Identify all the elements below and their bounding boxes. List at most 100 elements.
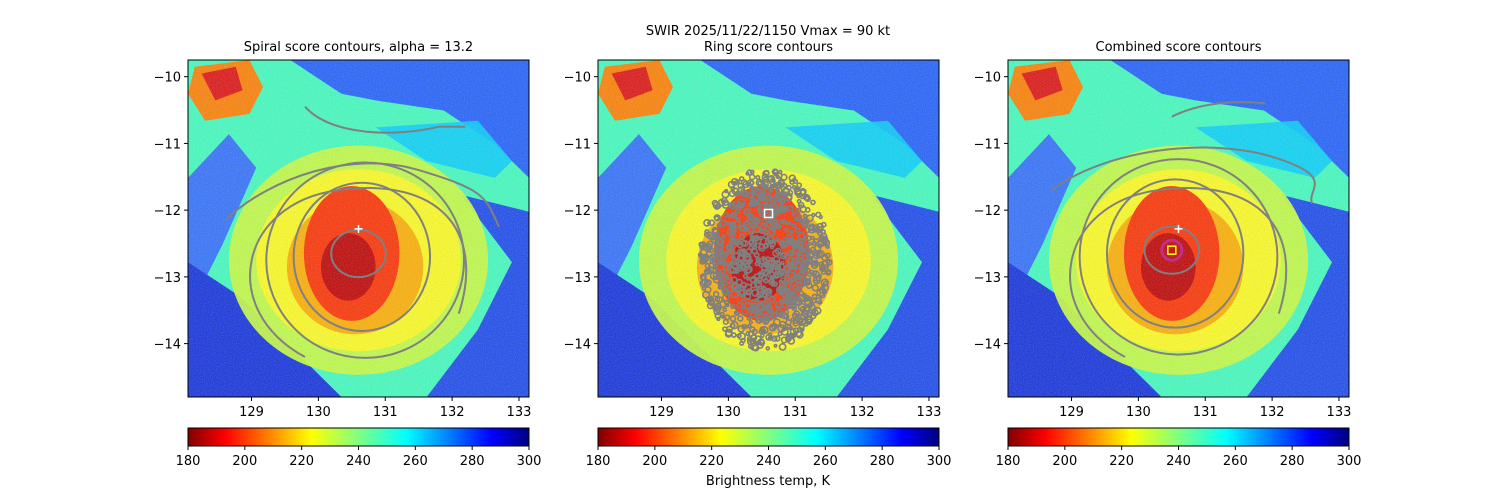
ring-score-speck — [729, 315, 737, 322]
ring-score-speck — [764, 262, 771, 269]
ring-score-speck — [804, 206, 811, 213]
ring-score-speck — [816, 288, 825, 298]
y-tick-label: −14 — [564, 338, 591, 353]
panel-1: Spiral score contours, alpha = 13.2 129 13… — [154, 40, 542, 469]
ring-score-speck — [786, 249, 794, 257]
ring-score-speck — [778, 320, 787, 329]
y-tick-label: −14 — [974, 338, 1001, 353]
ring-score-speck — [709, 233, 717, 241]
ring-score-speck — [698, 241, 705, 248]
ring-score-speck — [782, 187, 790, 195]
ring-score-speck — [797, 320, 803, 326]
best-ring-center-marker — [763, 208, 774, 219]
ring-score-speck — [727, 261, 733, 266]
x-tick-label: 133 — [1327, 405, 1352, 420]
ring-score-speck — [778, 342, 787, 351]
colorbar-tick-label: 200 — [232, 454, 257, 469]
ring-score-speck — [820, 221, 827, 228]
ring-score-speck — [815, 251, 823, 259]
ring-score-speck — [714, 296, 721, 303]
ring-score-speck — [774, 335, 781, 342]
ring-score-speck — [712, 228, 720, 236]
colorbar-tick-label: 300 — [517, 454, 542, 469]
ring-score-speck — [781, 252, 787, 258]
ring-score-speck — [747, 324, 752, 329]
ring-score-speck — [730, 276, 738, 284]
ring-score-speck — [749, 169, 755, 175]
y-tick-label: −11 — [154, 137, 181, 152]
ring-score-speck — [770, 335, 778, 342]
ring-score-speck — [709, 253, 717, 261]
ring-score-speck — [709, 271, 718, 280]
contour-level-4 — [249, 187, 468, 358]
ring-score-speck — [786, 221, 792, 226]
ring-score-speck — [767, 175, 776, 183]
ring-score-speck — [775, 308, 783, 316]
y-tick-label: −11 — [564, 137, 591, 152]
colorbar-tick-label: 180 — [586, 454, 611, 469]
ring-score-speck — [774, 264, 782, 271]
ring-score-speck — [758, 339, 766, 347]
ring-score-speck — [701, 290, 711, 300]
ring-score-speck — [715, 249, 724, 257]
ring-score-speck — [704, 229, 710, 235]
colorbar-tick-label: 240 — [756, 454, 781, 469]
ring-score-speck — [805, 235, 812, 242]
ring-score-speck — [804, 242, 810, 248]
ring-score-speck — [825, 244, 830, 249]
y-tick-label: −12 — [154, 204, 181, 219]
ring-score-speck — [766, 194, 773, 201]
ring-score-speck — [706, 302, 715, 310]
panel-2: Ring score contours 129 130 131 132 133 −10 −11… — [564, 40, 952, 469]
colorbar-tick-label: 260 — [403, 454, 428, 469]
y-tick-label: −12 — [974, 204, 1001, 219]
ring-score-speck — [713, 275, 719, 281]
ring-score-speck — [756, 340, 762, 346]
ring-score-speck — [729, 303, 736, 310]
ring-score-speck — [783, 264, 791, 272]
ring-score-speck — [708, 262, 715, 269]
ring-score-speck — [713, 241, 719, 246]
ring-score-speck — [721, 200, 730, 209]
ring-score-speck — [793, 216, 799, 222]
ring-score-speck — [794, 187, 802, 195]
ring-score-speck — [717, 279, 725, 288]
ring-score-speck — [800, 238, 806, 244]
contour-level-4 — [1069, 187, 1288, 358]
ring-score-speck — [775, 189, 781, 194]
ring-score-speck — [821, 260, 830, 269]
ring-score-speck — [767, 310, 774, 318]
panel-title: Spiral score contours, alpha = 13.2 — [244, 40, 473, 55]
ring-score-speck — [729, 322, 736, 329]
ring-score-speck — [748, 173, 756, 181]
ring-score-speck — [748, 320, 753, 325]
ring-score-speck — [743, 220, 750, 227]
ring-score-speck — [770, 197, 778, 204]
ring-score-speck — [774, 210, 781, 217]
ring-score-speck — [794, 313, 800, 319]
ring-score-speck — [788, 333, 795, 340]
ring-score-speck — [758, 235, 764, 241]
ring-score-speck — [724, 314, 731, 321]
ring-score-speck — [701, 285, 707, 291]
colorbar-tick-label: 300 — [927, 454, 952, 469]
ring-score-speck — [761, 256, 766, 261]
ring-score-speck — [739, 340, 745, 346]
ring-score-speck — [765, 302, 772, 308]
ring-score-speck — [796, 198, 802, 204]
ring-score-speck — [753, 280, 762, 289]
ring-score-speck — [713, 215, 720, 221]
ring-score-speck — [780, 336, 788, 344]
colorbar-label: Brightness temp, K — [706, 474, 831, 489]
ring-score-speck — [799, 218, 806, 225]
ring-score-speck — [771, 322, 778, 330]
ring-score-speck — [700, 253, 710, 262]
ring-score-speck — [735, 240, 744, 249]
ring-score-speck — [806, 214, 814, 222]
ring-score-speck — [779, 277, 787, 284]
ring-score-speck — [766, 217, 773, 224]
colorbar-tick-label: 180 — [996, 454, 1021, 469]
ring-score-speck — [770, 311, 778, 319]
colorbar-gradient — [187, 427, 530, 447]
ring-score-speck — [719, 300, 727, 309]
